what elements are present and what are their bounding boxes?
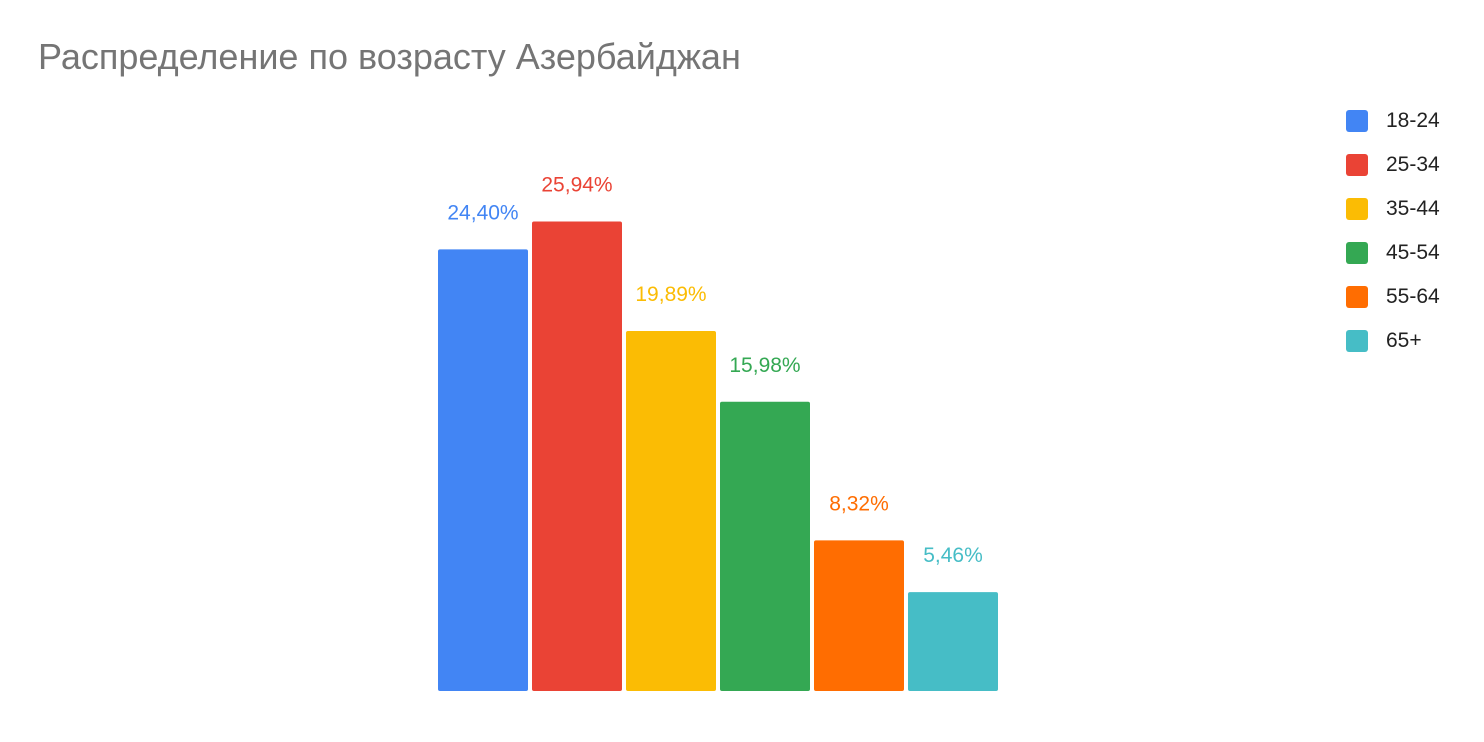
data-label-25-34: 25,94% <box>541 173 612 196</box>
legend-swatch <box>1346 330 1368 352</box>
bar-35-44 <box>626 330 716 691</box>
legend-label: 25-34 <box>1386 153 1440 176</box>
legend: 18-24 25-34 35-44 45-54 55-64 65+ <box>1346 99 1440 363</box>
legend-swatch <box>1346 154 1368 176</box>
legend-label: 55-64 <box>1386 285 1440 308</box>
legend-label: 18-24 <box>1386 109 1440 132</box>
legend-label: 35-44 <box>1386 197 1440 220</box>
legend-item-55-64: 55-64 <box>1346 275 1440 319</box>
chart-title: Распределение по возрасту Азербайджан <box>38 36 741 77</box>
legend-item-35-44: 35-44 <box>1346 187 1440 231</box>
bar-25-34 <box>532 221 622 691</box>
legend-item-18-24: 18-24 <box>1346 99 1440 143</box>
bar-65+ <box>908 592 998 691</box>
data-label-45-54: 15,98% <box>729 354 800 377</box>
data-label-18-24: 24,40% <box>447 201 518 224</box>
legend-swatch <box>1346 286 1368 308</box>
bars-group <box>438 221 998 692</box>
bar-18-24 <box>438 249 528 692</box>
bar-55-64 <box>814 540 904 691</box>
data-labels-group: 24,40% 25,94% 19,89% 15,98% 8,32% 5,46% <box>447 173 982 567</box>
data-label-65+: 5,46% <box>923 544 983 567</box>
legend-item-45-54: 45-54 <box>1346 231 1440 275</box>
legend-swatch <box>1346 198 1368 220</box>
bar-45-54 <box>720 401 810 691</box>
legend-item-65+: 65+ <box>1346 319 1440 363</box>
data-label-35-44: 19,89% <box>635 283 706 306</box>
legend-swatch <box>1346 110 1368 132</box>
legend-label: 45-54 <box>1386 241 1440 264</box>
legend-swatch <box>1346 242 1368 264</box>
legend-label: 65+ <box>1386 329 1422 352</box>
data-label-55-64: 8,32% <box>829 492 889 515</box>
legend-item-25-34: 25-34 <box>1346 143 1440 187</box>
